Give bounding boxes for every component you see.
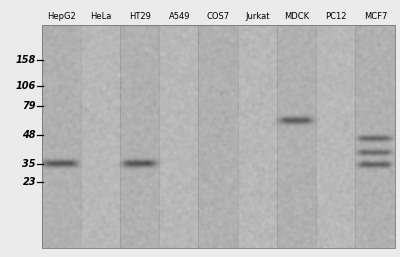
Text: HepG2: HepG2	[47, 12, 76, 21]
Text: MDCK: MDCK	[284, 12, 310, 21]
Text: 106: 106	[16, 81, 36, 91]
Text: A549: A549	[168, 12, 190, 21]
Text: COS7: COS7	[207, 12, 230, 21]
Text: MCF7: MCF7	[364, 12, 387, 21]
Text: 35: 35	[22, 159, 36, 169]
Text: HT29: HT29	[129, 12, 151, 21]
Text: 79: 79	[22, 102, 36, 111]
Text: 158: 158	[16, 54, 36, 65]
Text: PC12: PC12	[326, 12, 347, 21]
Text: 23: 23	[22, 177, 36, 187]
Text: Jurkat: Jurkat	[246, 12, 270, 21]
Text: 48: 48	[22, 130, 36, 140]
Text: HeLa: HeLa	[90, 12, 112, 21]
Bar	[42, 25, 395, 248]
